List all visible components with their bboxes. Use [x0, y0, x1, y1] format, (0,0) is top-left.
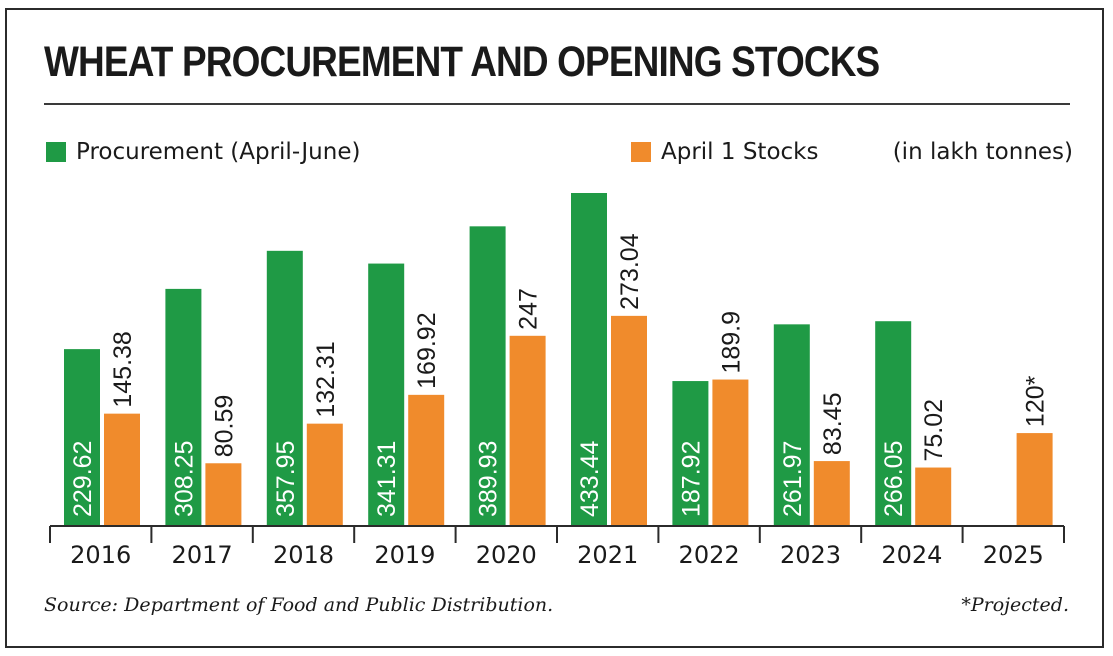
bar-procurement	[266, 250, 303, 525]
bar-stocks	[915, 467, 952, 525]
data-label: 261.97	[779, 441, 807, 517]
bar-stocks	[104, 413, 140, 525]
x-tick-label: 2025	[983, 541, 1044, 569]
x-tick-label: 2019	[374, 541, 435, 569]
bar-procurement	[571, 193, 607, 525]
data-label: 120*	[1022, 375, 1050, 427]
x-tick-label: 2023	[780, 541, 841, 569]
data-label: 341.31	[373, 441, 401, 517]
projected-note: *Projected.	[961, 594, 1069, 616]
x-tick-label: 2018	[273, 541, 334, 569]
data-label: 357.95	[272, 441, 300, 517]
bar-procurement	[773, 324, 810, 525]
bar-stocks	[509, 335, 546, 525]
data-label: 189.9	[717, 311, 745, 374]
x-tick-label: 2024	[881, 541, 942, 569]
legend-swatch-stocks	[631, 142, 651, 162]
source-note: Source: Department of Food and Public Di…	[44, 594, 554, 616]
data-label: 433.44	[576, 440, 604, 517]
data-label: 75.02	[920, 399, 948, 462]
x-tick-label: 2021	[577, 541, 638, 569]
data-label: 247	[515, 288, 543, 330]
x-tick-label: 2020	[476, 541, 537, 569]
title-rule	[44, 103, 1070, 105]
data-label: 229.62	[69, 441, 97, 517]
data-label: 80.59	[210, 395, 238, 458]
legend-item-procurement: Procurement (April-June)	[46, 137, 360, 167]
bar-stocks	[1016, 433, 1053, 525]
bar-procurement	[875, 321, 912, 525]
legend-swatch-procurement	[46, 142, 66, 162]
bar-procurement	[469, 226, 506, 525]
x-tick-label: 2017	[172, 541, 233, 569]
legend-label-procurement: Procurement (April-June)	[76, 139, 361, 165]
bar-procurement	[672, 381, 709, 525]
data-label: 273.04	[616, 233, 644, 310]
bar-procurement	[368, 263, 405, 525]
data-label: 266.05	[880, 441, 908, 517]
bar-stocks	[306, 423, 343, 525]
bar-stocks	[408, 394, 445, 525]
units-label: (in lakh tonnes)	[892, 139, 1073, 165]
bar-procurement	[64, 349, 100, 525]
data-label: 145.38	[109, 331, 137, 407]
data-label: 132.31	[312, 341, 340, 417]
data-label: 169.92	[413, 312, 441, 388]
x-tick-label: 2016	[70, 541, 131, 569]
data-label: 187.92	[677, 441, 705, 517]
legend-item-stocks: April 1 Stocks	[631, 137, 818, 167]
data-label: 389.93	[475, 441, 503, 517]
chart-title: WHEAT PROCUREMENT AND OPENING STOCKS	[44, 38, 880, 86]
bar-stocks	[712, 379, 749, 525]
bar-stocks	[813, 461, 850, 525]
bar-procurement	[165, 288, 202, 525]
legend-label-stocks: April 1 Stocks	[661, 139, 819, 165]
bar-stocks	[205, 463, 242, 525]
data-label: 83.45	[819, 393, 847, 456]
x-tick-label: 2022	[679, 541, 740, 569]
bar-stocks	[611, 315, 647, 525]
data-label: 308.25	[170, 441, 198, 517]
